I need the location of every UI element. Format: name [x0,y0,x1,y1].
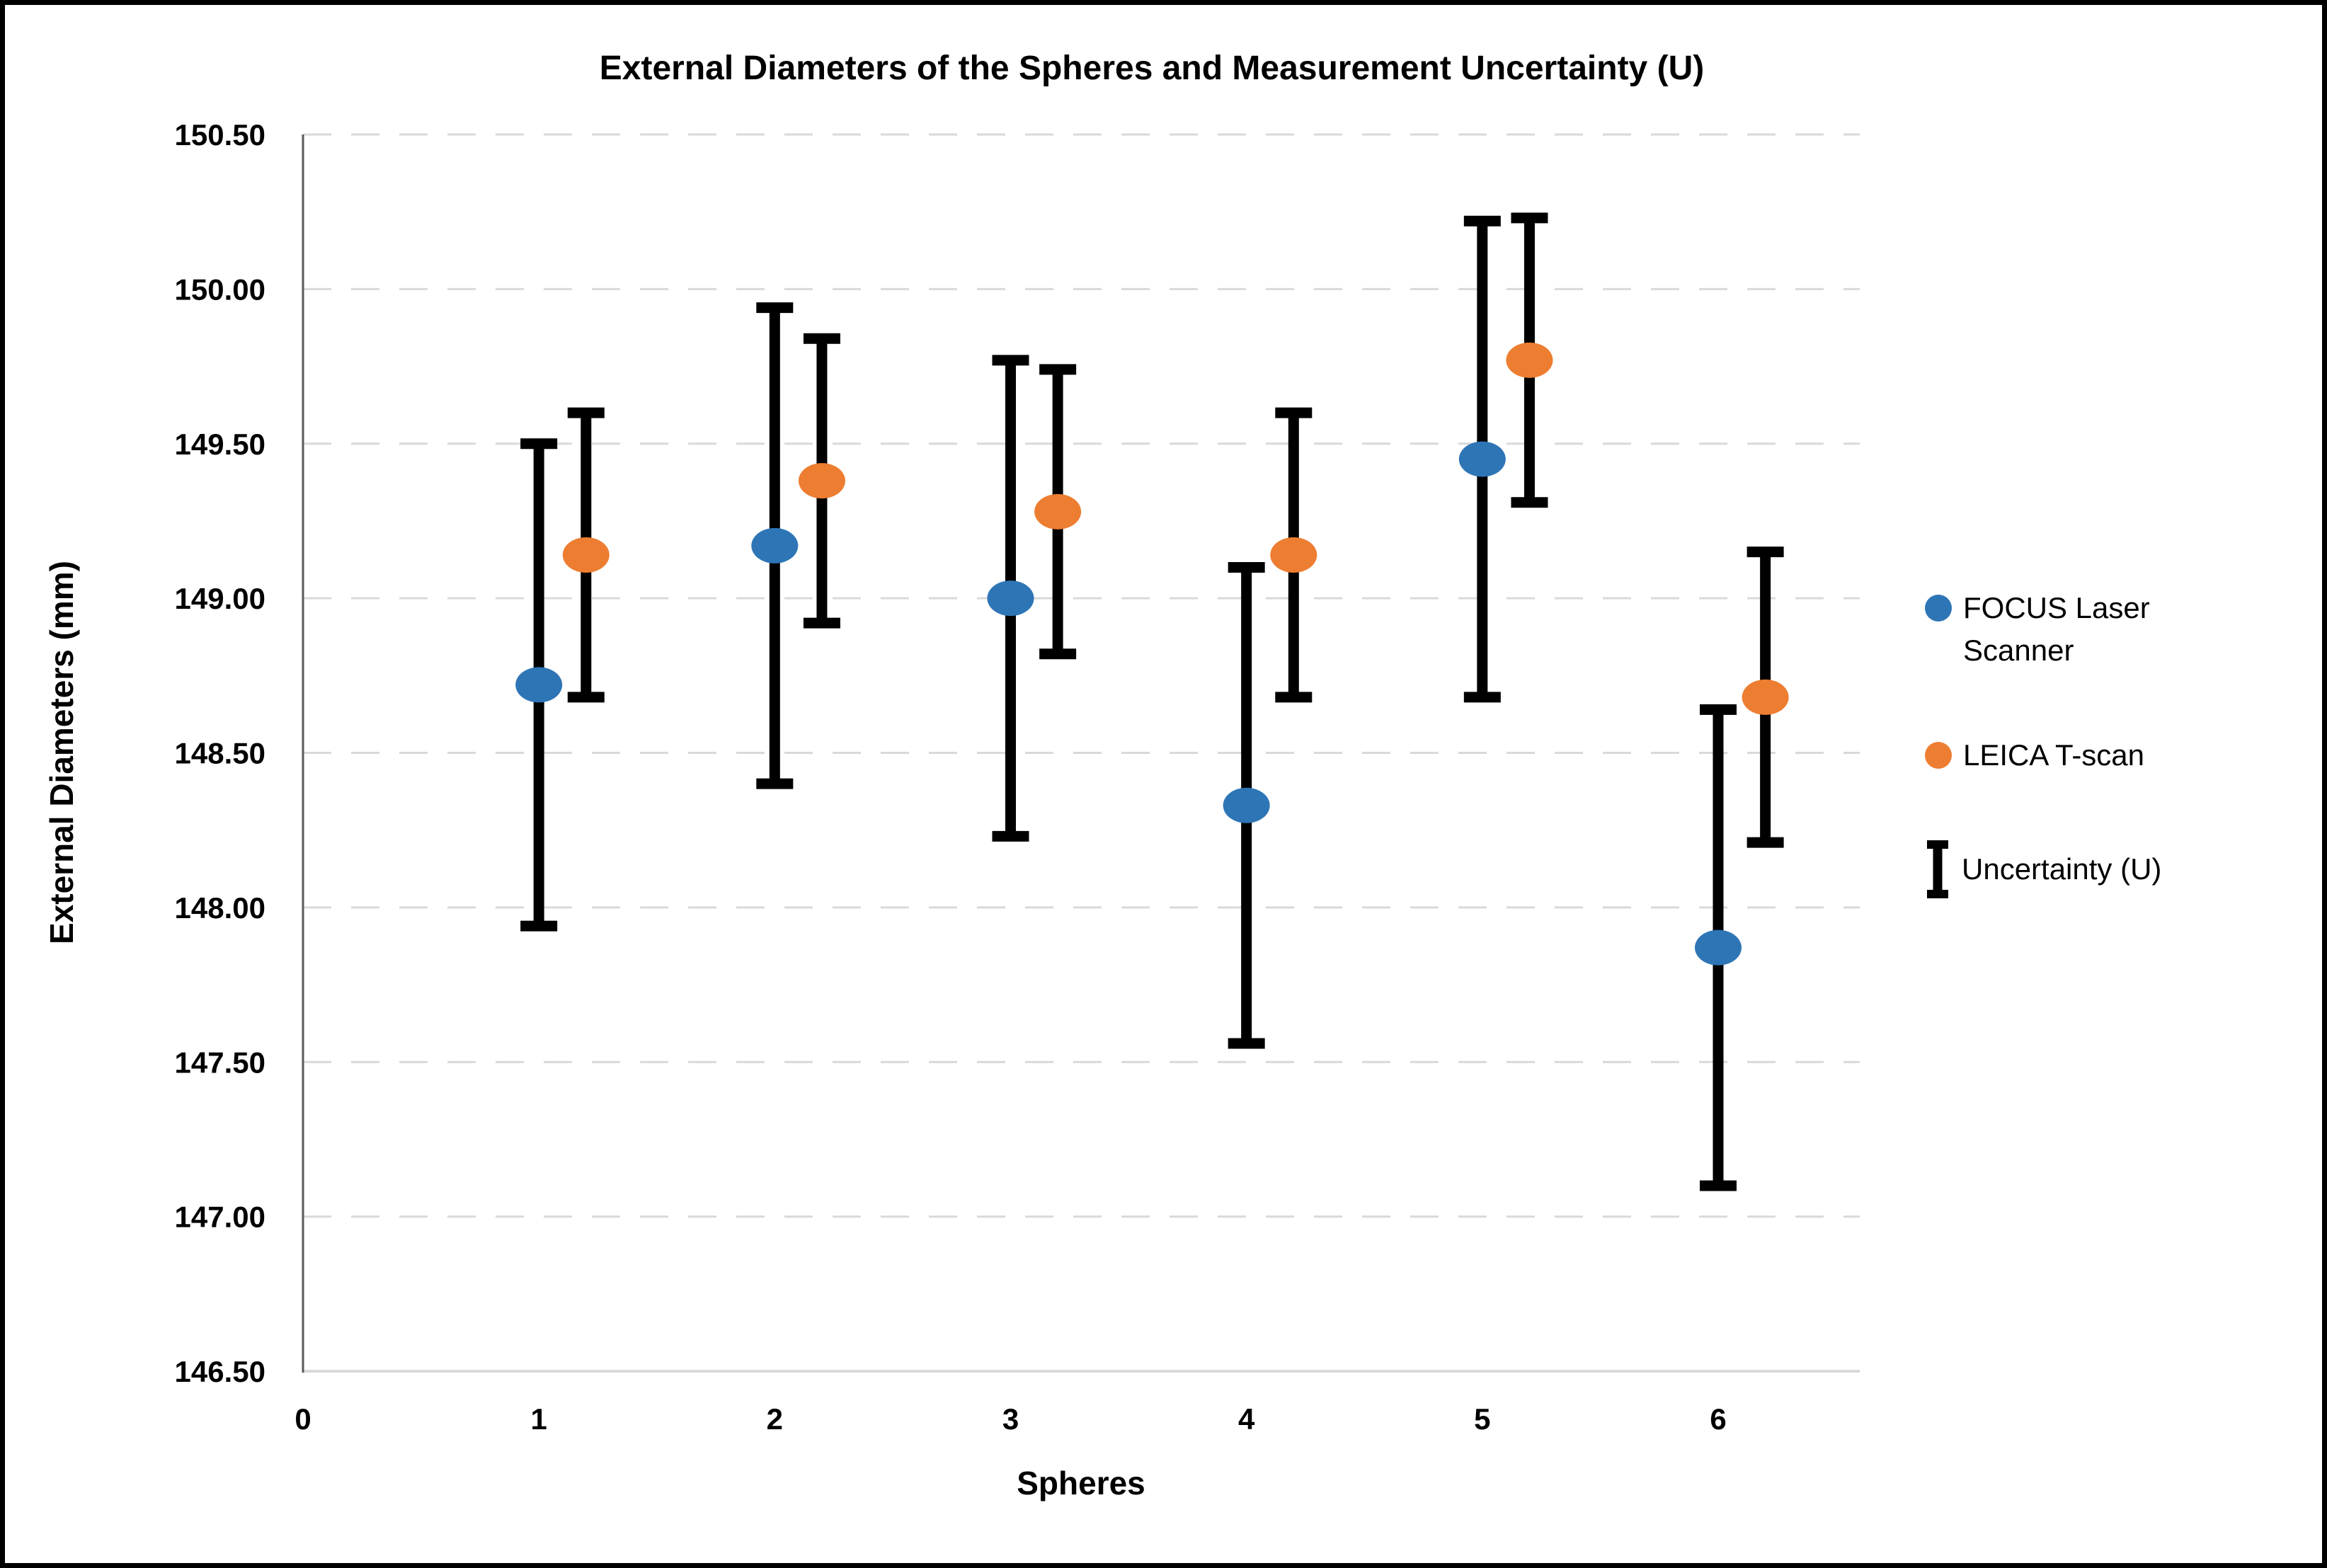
svg-text:2: 2 [767,1402,783,1436]
gridlines [303,133,1860,1218]
data-point [1506,342,1553,378]
x-axis-title: Spheres [1017,1465,1145,1501]
error-bars-focus [520,215,1737,1191]
legend: FOCUS Laser Scanner LEICA T-scan Uncerta… [1925,587,2197,900]
data-point [1223,787,1270,823]
legend-label-focus: FOCUS Laser Scanner [1963,591,2150,667]
svg-text:0: 0 [295,1402,311,1436]
svg-text:4: 4 [1238,1402,1255,1436]
data-point [1034,493,1082,530]
data-point [987,580,1034,617]
x-tick-labels: 0 1 2 3 4 5 6 [295,1402,1726,1436]
svg-text:150.00: 150.00 [175,273,265,306]
chart-title: External Diameters of the Spheres and Me… [599,50,1705,87]
data-point [562,537,610,573]
data-point [751,527,799,563]
markers-focus [515,441,1742,966]
data-point [1742,679,1789,715]
data-point [515,667,563,703]
svg-text:150.50: 150.50 [175,118,265,151]
legend-item-focus: FOCUS Laser Scanner [1925,587,2197,672]
leica-series-dot-icon [1925,742,1952,769]
data-point [1695,929,1742,966]
svg-text:149.00: 149.00 [175,582,265,615]
svg-text:148.00: 148.00 [175,891,265,925]
svg-text:5: 5 [1474,1402,1490,1436]
uncertainty-errorbar-icon [1927,840,1948,898]
legend-item-leica: LEICA T-scan [1925,734,2197,777]
svg-text:6: 6 [1710,1402,1726,1436]
data-point [1458,441,1506,477]
legend-label-uncertainty: Uncertainty (U) [1962,852,2162,886]
error-bars-leica [567,212,1784,848]
legend-item-uncertainty: Uncertainty (U) [1925,839,2197,900]
svg-text:146.50: 146.50 [175,1355,265,1388]
svg-text:148.50: 148.50 [175,737,265,770]
focus-series-dot-icon [1925,595,1952,622]
svg-text:3: 3 [1002,1402,1019,1436]
svg-text:149.50: 149.50 [175,428,265,461]
svg-text:147.50: 147.50 [175,1046,265,1079]
svg-text:147.00: 147.00 [175,1201,265,1234]
plot-area: 146.50 147.00 147.50 148.00 148.50 149.00 149.… [175,118,1860,1436]
legend-label-leica: LEICA T-scan [1963,738,2145,772]
data-point [798,463,845,499]
markers-leica [562,342,1789,715]
y-tick-labels: 146.50 147.00 147.50 148.00 148.50 149.00 149.… [175,118,265,1388]
data-point [1270,537,1317,573]
svg-text:1: 1 [530,1402,547,1436]
